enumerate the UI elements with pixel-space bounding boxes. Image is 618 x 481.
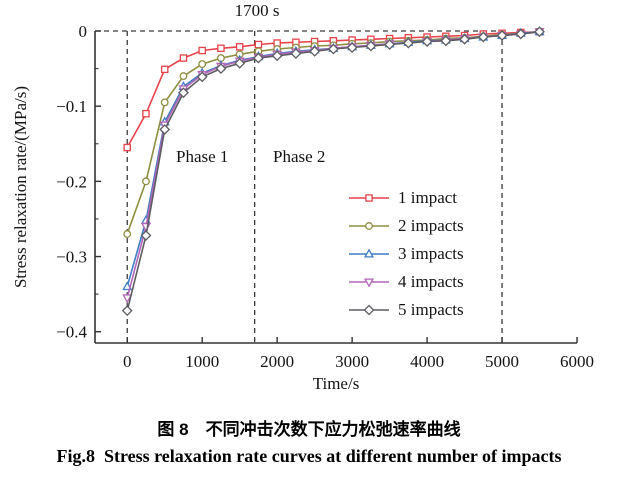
diamond-marker (271, 50, 283, 62)
diamond-marker (363, 304, 375, 316)
legend-item-3-impacts: 3 impacts (348, 240, 464, 268)
legend-item-1-impact: 1 impact (348, 184, 464, 212)
triangle-up-marker (364, 248, 374, 258)
legend-item-5-impacts: 5 impacts (348, 296, 464, 324)
series-line-5-impacts (126, 31, 540, 311)
diamond-marker (402, 37, 414, 49)
diamond-marker (346, 42, 358, 53)
y-axis-label: Stress relaxation rate/(MPa/s) (11, 85, 30, 289)
legend-item-4-impacts: 4 impacts (348, 268, 464, 296)
legend-sample-triangle-up-icon (349, 248, 389, 258)
diamond-marker (290, 48, 302, 59)
square-marker (160, 65, 169, 74)
x-tick-label: 6000 (560, 352, 594, 371)
legend-sample-triangle-down-icon (349, 278, 389, 288)
annotation-phase1: Phase 1 (176, 147, 229, 166)
legend: 1 impact 2 impacts 3 impacts 4 impacts 5 imp… (348, 184, 464, 324)
x-tick-label: 3000 (335, 352, 369, 371)
square-marker (198, 46, 206, 55)
y-tick-label: −0.4 (56, 323, 87, 342)
legend-sample-circle-icon (349, 222, 389, 230)
circle-marker (142, 177, 150, 186)
diamond-marker (196, 71, 208, 83)
legend-label: 4 impacts (398, 272, 464, 291)
x-axis-label: Time/s (312, 374, 360, 393)
diamond-marker (121, 305, 133, 317)
square-marker (254, 40, 263, 49)
diamond-marker (477, 31, 489, 43)
y-tick-label: −0.1 (56, 97, 87, 116)
diamond-marker (252, 52, 264, 64)
circle-marker (179, 72, 188, 81)
diamond-marker (534, 26, 545, 38)
x-tick-label: 5000 (485, 352, 519, 371)
circle-marker (198, 60, 207, 69)
diamond-marker (459, 33, 470, 45)
chart-svg: 0 1000 2000 3000 4000 5000 6000 0 −0.1 −0.2 −0.3 −0… (56, 22, 594, 371)
diamond-marker (496, 30, 508, 41)
legend-label: 2 impacts (398, 216, 464, 235)
diamond-marker (421, 36, 433, 47)
diamond-marker (327, 43, 339, 55)
square-marker (123, 143, 131, 152)
x-tick-label: 4000 (410, 352, 444, 371)
circle-marker (160, 98, 169, 107)
y-tick-label: 0 (79, 22, 88, 41)
legend-label: 1 impact (398, 188, 458, 207)
legend-sample-square-icon (349, 194, 389, 202)
annotation-1700s: 1700 s (234, 1, 280, 20)
diamond-marker (140, 230, 152, 241)
x-tick-label: 2000 (260, 352, 294, 371)
diamond-marker (365, 40, 377, 52)
diamond-marker (384, 39, 396, 50)
caption-chinese: 图 8 不同冲击次数下应力松弛速率曲线 (157, 420, 461, 439)
legend-sample-diamond-icon (349, 304, 389, 316)
x-tick-label: 1000 (185, 352, 219, 371)
triangle-down-marker (122, 294, 133, 304)
square-marker (235, 43, 244, 51)
series-5-impacts (121, 26, 545, 317)
caption-english: Fig.8 Stress relaxation rate curves at d… (56, 446, 562, 466)
square-marker (179, 54, 188, 62)
legend-label: 5 impacts (398, 300, 464, 319)
y-tick-label: −0.2 (56, 172, 87, 191)
circle-marker (365, 222, 373, 230)
diamond-marker (215, 63, 227, 75)
diamond-marker (159, 124, 171, 135)
x-tick-label: 0 (123, 352, 132, 371)
y-tick-label: −0.3 (56, 248, 87, 267)
diamond-marker (234, 57, 246, 69)
square-marker (217, 44, 225, 53)
square-marker (365, 194, 373, 202)
legend-label: 3 impacts (398, 244, 464, 263)
diamond-marker (515, 28, 527, 40)
series-line-2-impacts (126, 31, 540, 235)
square-marker (142, 109, 150, 118)
diamond-marker (178, 87, 189, 99)
triangle-down-marker (364, 278, 374, 288)
annotation-phase2: Phase 2 (273, 147, 326, 166)
diamond-marker (440, 35, 452, 47)
legend-item-2-impacts: 2 impacts (348, 212, 464, 240)
diamond-marker (309, 45, 321, 57)
circle-marker (123, 230, 132, 238)
